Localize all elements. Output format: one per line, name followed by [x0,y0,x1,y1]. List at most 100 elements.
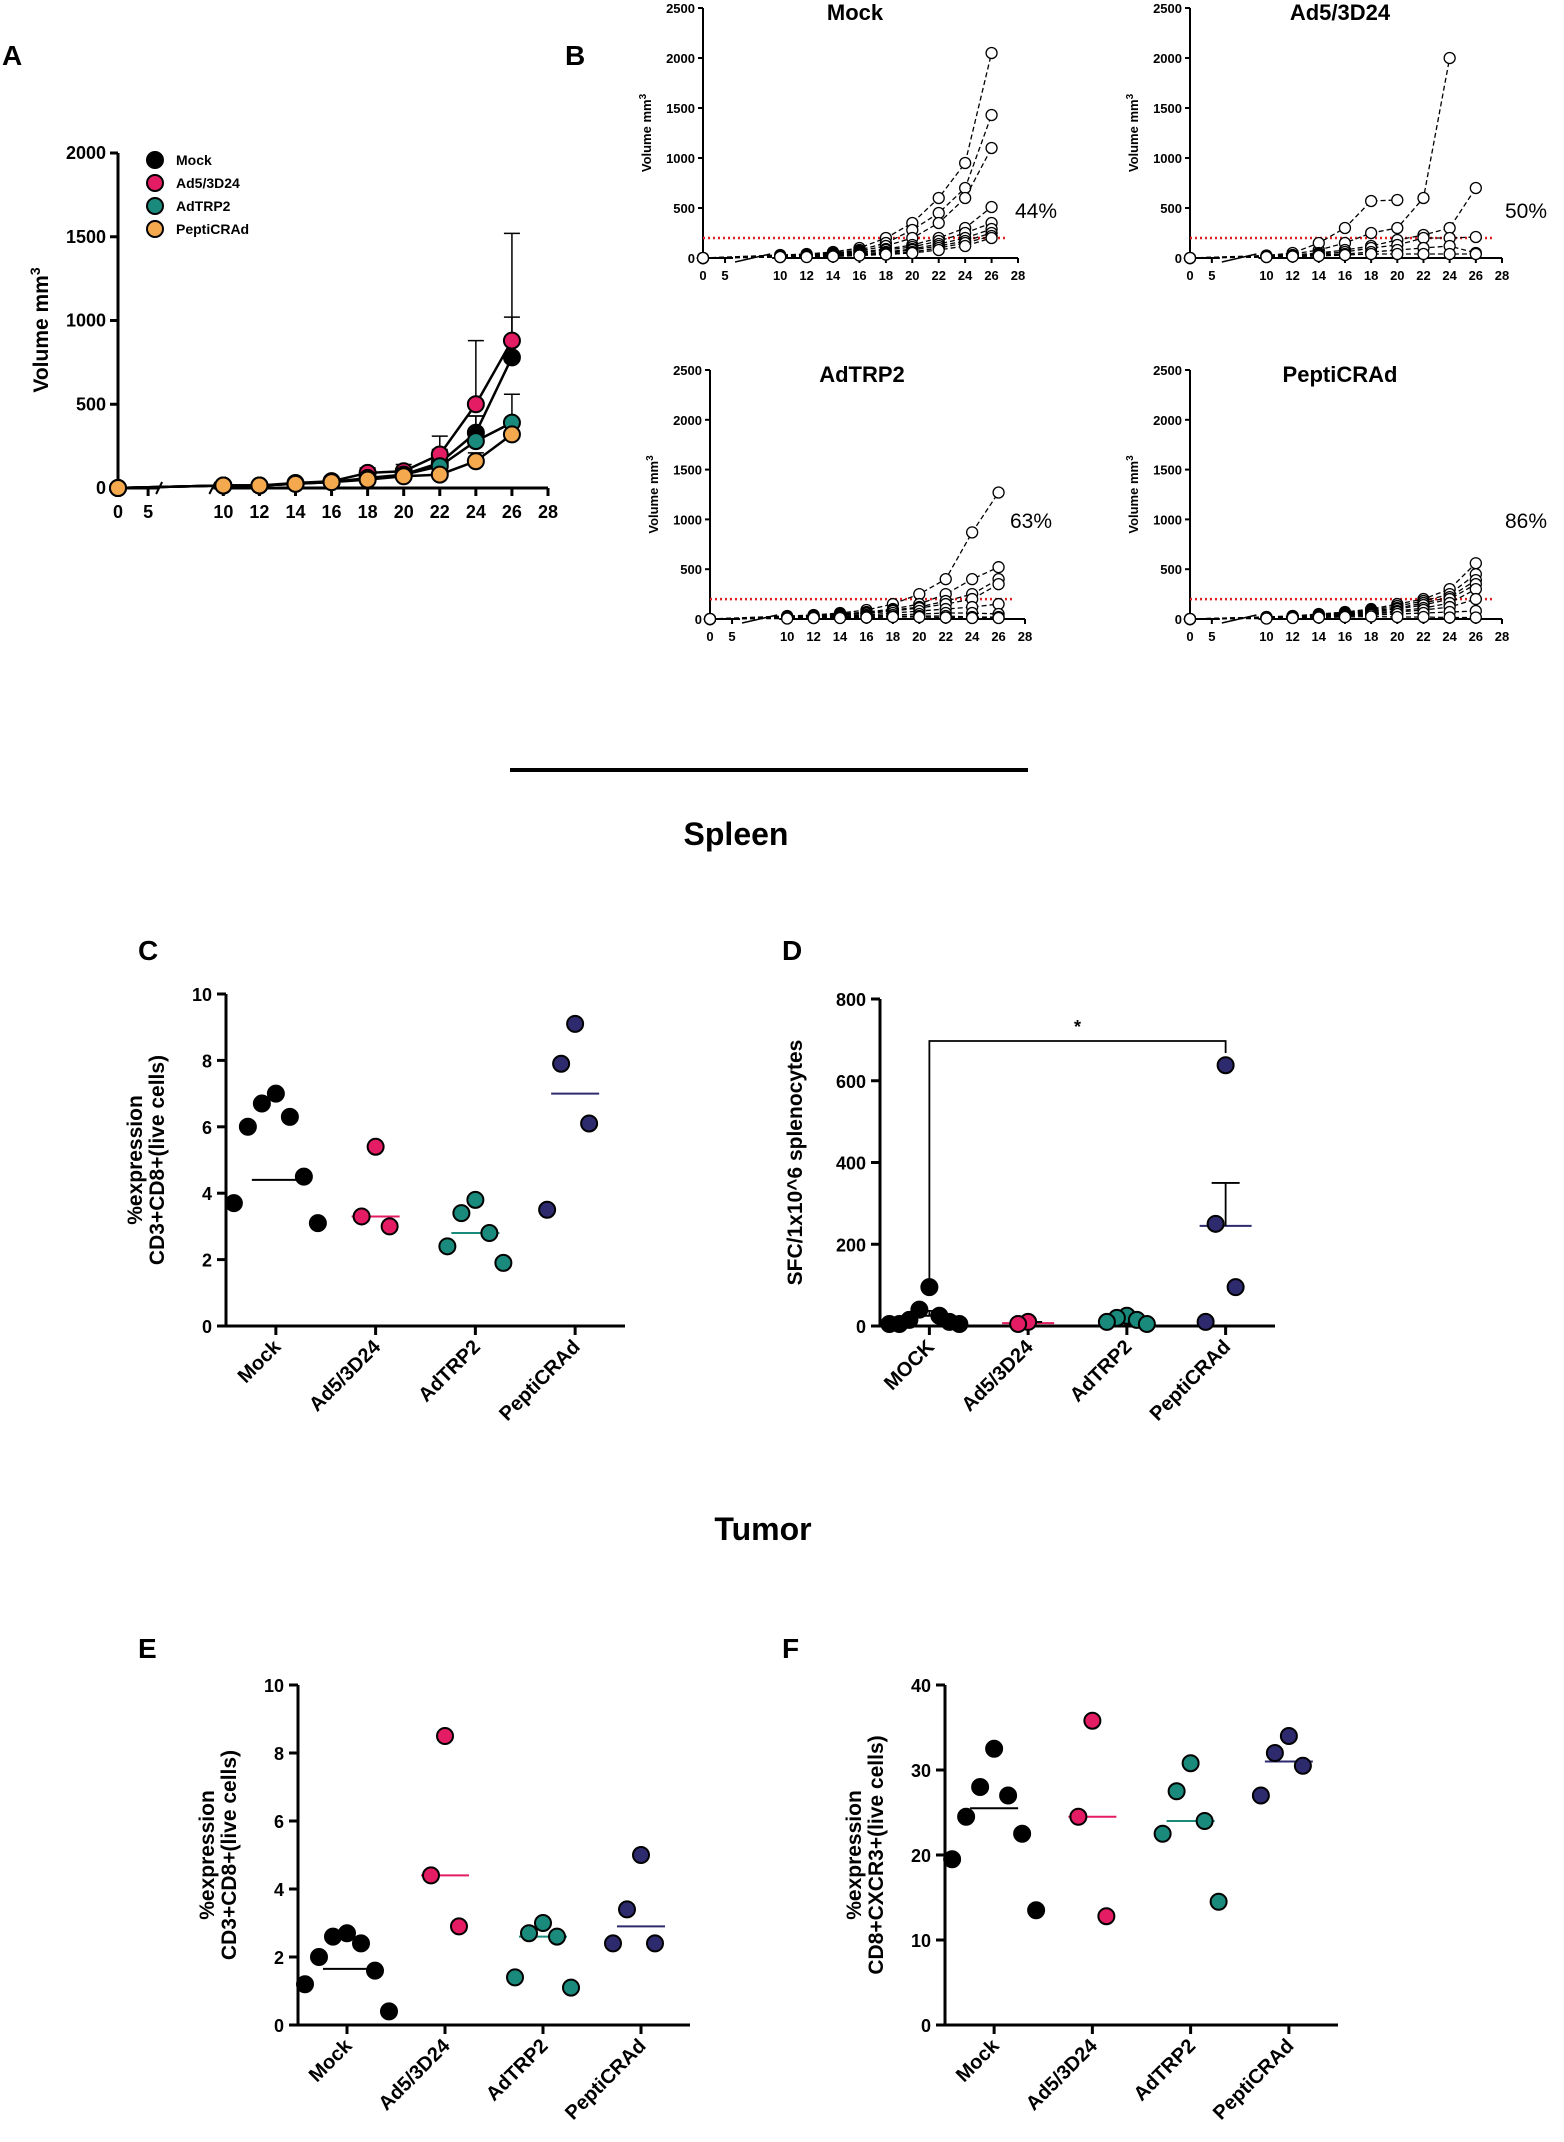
b-subplot-title: AdTRP2 [819,362,905,387]
c-x-tick-label: Ad5/3D24 [305,1335,386,1416]
a-data-point [394,467,413,486]
b-data-point [1260,612,1273,625]
a-series-line [117,433,513,490]
d-y-tick-label: 600 [836,1072,866,1092]
d-y-tick-label: 800 [836,990,866,1010]
b-data-point [985,231,998,245]
f-data-point [1209,1892,1228,1911]
b-data-point [1417,191,1430,205]
b-data-point [1364,194,1378,208]
b-x-tick-label: 5 [721,268,728,283]
f-data-point [1293,1756,1312,1775]
c-y-tick-label: 4 [202,1184,212,1204]
b-data-point [1417,610,1430,624]
b-x-tick-label: 22 [938,629,952,644]
a-data-point [466,432,485,451]
b-data-point [992,561,1005,574]
panel-label-f: F [782,1633,799,1664]
b-subplot-title: PeptiCRAd [1283,362,1398,387]
c-data-point [238,1117,257,1136]
b-mouse-curve [1189,562,1477,620]
e-data-point [562,1978,580,1997]
b-mouse-curve [1189,583,1477,620]
b-y-tick-label: 0 [695,612,702,627]
b-y-axis-label-sup: 3 [638,93,649,99]
a-x-tick-label: 0 [113,502,123,522]
b-y-axis-label-sup: 3 [1125,455,1136,461]
a-data-point [430,465,449,484]
b-mouse-curve [1189,253,1476,259]
b-y-tick-label: 0 [688,251,695,266]
b-x-tick-label: 20 [912,629,926,644]
c-data-point [538,1200,557,1219]
a-data-point [466,395,485,414]
a-legend-marker [146,174,164,192]
d-y-tick-label: 200 [836,1235,866,1255]
b-y-tick-label: 2500 [1153,363,1182,378]
b-y-tick-label: 1500 [1153,463,1182,478]
b-x-tick-label: 10 [1259,629,1273,644]
panel-label-d: D [782,935,802,966]
b-data-point [1469,592,1482,606]
b-y-tick-label: 2000 [1153,51,1182,66]
b-data-point [985,141,998,155]
a-legend-label: PeptiCRAd [176,221,249,237]
b-mouse-curve [702,52,993,259]
b-x-tick-label: 0 [706,629,713,644]
d-data-point [880,1314,899,1333]
a-legend-marker [146,151,164,169]
e-data-point [548,1927,566,1946]
d-data-point [1216,1056,1235,1075]
b-x-tick-label: 14 [1312,268,1327,283]
a-x-tick-label: 26 [502,502,522,522]
section-title-spleen: Spleen [684,816,789,852]
b-y-tick-label: 1000 [666,151,695,166]
d-data-point [1009,1314,1028,1333]
b-x-tick-label: 20 [1390,629,1404,644]
b-x-tick-label: 14 [1312,629,1327,644]
b-x-tick-label: 0 [1186,268,1193,283]
b-data-point [1286,250,1299,263]
f-x-tick-label: Ad5/3D24 [1022,2034,1103,2115]
e-y-tick-label: 4 [274,1880,284,1900]
b-y-tick-label: 2500 [1153,1,1182,16]
chart-c-spleen-cd3cd8: 0 2 4 6 8 10 %expression CD3+CD8+(live cells) Mo… [124,985,625,1425]
b-data-point [1338,248,1352,262]
a-x-tick-label: 16 [322,502,342,522]
panel-label-c: C [138,935,158,966]
b-y-tick-label: 2500 [673,363,702,378]
a-y-tick-label: 1500 [66,227,106,247]
b-x-tick-label: 22 [1416,629,1430,644]
a-data-point [502,331,521,350]
b-data-point [959,239,972,253]
b-y-axis-label-sup: 3 [1125,93,1136,99]
b-data-point [992,577,1005,591]
b-data-point [1338,221,1352,235]
d-data-point [1097,1312,1116,1331]
e-data-point [506,1968,524,1987]
f-data-point [1097,1907,1116,1926]
b-data-point [886,610,900,624]
b-x-tick-label: 24 [965,629,980,644]
c-y-tick-label: 8 [202,1051,212,1071]
b-x-tick-label: 10 [773,268,787,283]
b-data-point [1391,221,1404,235]
b-x-tick-label: 22 [1416,268,1430,283]
a-x-tick-label: 14 [285,502,305,522]
a-legend-label: Ad5/3D24 [176,175,240,191]
b-data-point [1443,247,1456,261]
b-subplot-title: Ad5/3D24 [1290,0,1391,25]
e-data-point [646,1934,664,1953]
e-data-point [450,1917,468,1936]
f-y-tick-label: 30 [911,1761,931,1781]
b-data-point [913,610,926,624]
e-data-point [534,1914,552,1932]
b-data-point [932,191,945,205]
b-data-point [1443,611,1456,624]
e-data-point [618,1900,636,1919]
e-x-tick-label: PeptiCRAd [561,2035,650,2124]
f-data-point [1251,1786,1270,1805]
c-x-tick-label: Mock [234,1335,286,1387]
